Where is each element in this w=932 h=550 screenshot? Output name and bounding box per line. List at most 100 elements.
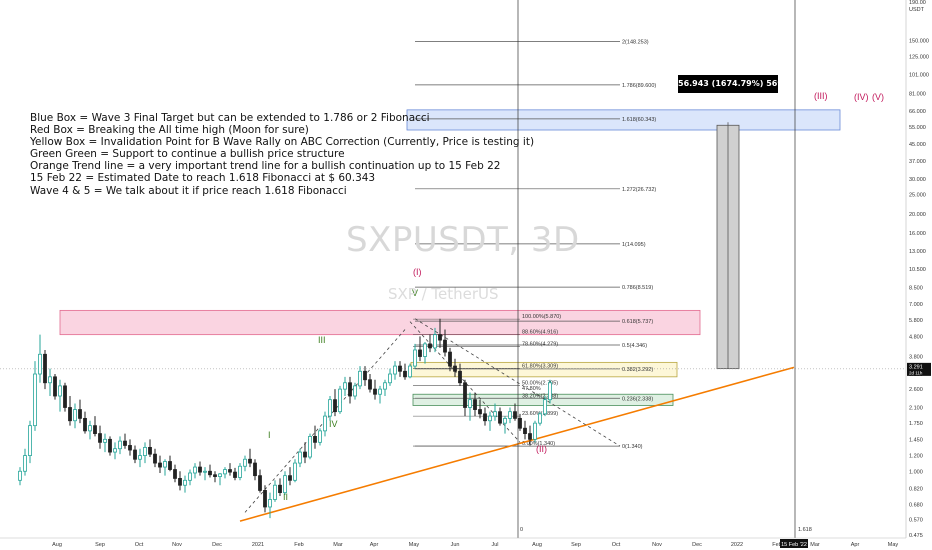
candle-body [388, 373, 392, 384]
measure-tooltip: 56.943 (1674.79%) 56943 [678, 75, 794, 93]
time-axis[interactable]: Aug Sep Oct Nov Dec 2021 Feb Mar Apr May Jun Jul Aug… [0, 537, 906, 548]
price-axis[interactable]: 0.475 0.570 0.680 0.820 1.000 1.200 1.450 1.750… [905, 0, 931, 539]
price-tick-label: 10.500 [909, 267, 926, 273]
fib-retracement-label: 47.80% [522, 386, 541, 392]
time-tick-label: Jun [451, 542, 460, 548]
fib-retracement-label: 88.60%(4.916) [522, 329, 558, 335]
candle-body [368, 379, 372, 390]
candle-body [188, 472, 192, 481]
fib-extension-label: 1.618(60.343) [622, 117, 656, 123]
time-tick-label: 2021 [252, 542, 264, 548]
time-tick-label: Oct [135, 542, 144, 548]
note-line: Green Green = Support to continue a bull… [30, 148, 345, 161]
candle-body [378, 388, 382, 395]
candle-body [548, 382, 552, 401]
candle-body [528, 433, 532, 440]
candle-body [153, 453, 157, 464]
support-green-box [412, 393, 674, 406]
zero-label: 0 [520, 527, 523, 533]
candle-body [498, 411, 502, 424]
price-tick-label: 7.000 [909, 302, 923, 308]
candle-body [173, 469, 177, 479]
fib-retracement-label: 50.00%(2.705) [522, 381, 558, 387]
candle-body [413, 349, 417, 367]
candle-body [248, 458, 252, 464]
wave-label: II [283, 492, 288, 502]
candle-body [428, 343, 432, 349]
fib-extension-label: 0.618(5.737) [622, 319, 653, 325]
candle-body [68, 407, 72, 422]
price-tick-label: 3.800 [909, 355, 923, 361]
time-tick-label: Aug [52, 542, 62, 548]
ath-red-box [59, 309, 701, 336]
time-tick-label: Sep [571, 542, 581, 548]
note-line: 15 Feb 22 = Estimated Date to reach 1.61… [30, 172, 376, 185]
chart-watermark: SXPUSDT, 3D [346, 220, 580, 260]
note-line: Orange Trend line = a very important tre… [30, 160, 501, 173]
candle-body [488, 415, 492, 422]
price-tick-label: 1.000 [909, 469, 923, 475]
chart-watermark-subtitle: SXP / TetherUS [388, 285, 499, 303]
time-tick-label: May [409, 542, 420, 548]
candle-body [98, 433, 102, 443]
candle-body [193, 466, 197, 474]
current-price-tag [907, 362, 931, 376]
candle-body [298, 451, 302, 464]
candle-body [458, 370, 462, 384]
candle-body [313, 436, 317, 443]
candle-body [263, 490, 267, 508]
time-tick-label: Mar [810, 542, 820, 548]
candle-body [478, 409, 482, 415]
price-tick-label: 30.000 [909, 177, 926, 183]
note-line: Blue Box = Wave 3 Final Target but can b… [30, 112, 430, 124]
fib-extension-label: 0(1.340) [622, 444, 643, 450]
candle-body [393, 365, 397, 375]
candle-body [453, 365, 457, 372]
note-line: Yellow Box = Invalidation Point for B Wa… [30, 136, 535, 149]
candle-body [483, 413, 487, 422]
fib-extension-label: 0.236(2.338) [622, 396, 653, 402]
time-tick-label: Sep [95, 542, 105, 548]
candle-body [308, 436, 312, 458]
wave-label: (IV) [854, 92, 869, 102]
price-tick-label: 1.200 [909, 454, 923, 460]
candle-body [363, 370, 367, 381]
candle-body [128, 445, 132, 451]
candle-body [203, 470, 207, 473]
fib-extension-label: 0.5(4.346) [622, 343, 647, 349]
time-marker-tag [780, 539, 808, 548]
time-tick-label: 2022 [731, 542, 743, 548]
candle-body [143, 446, 147, 456]
time-tick-label: Feb [772, 542, 781, 548]
time-tick-label: May [888, 542, 899, 548]
candle-body [183, 479, 187, 486]
candle-body [473, 399, 477, 410]
fib-extension-label: 1.272(26.732) [622, 187, 656, 193]
price-tick-label: 20.000 [909, 212, 926, 218]
time-tick-label: Apr [370, 542, 379, 548]
candle-body [103, 438, 107, 443]
price-tick-label: 5.800 [909, 318, 923, 324]
candle-body [268, 499, 272, 508]
price-tick-label: 55.000 [909, 125, 926, 131]
candle-body [208, 470, 212, 476]
candle-body [233, 471, 237, 478]
price-tick-label: 0.680 [909, 502, 923, 508]
candle-body [318, 430, 322, 443]
candle-body [78, 409, 82, 419]
candle-body [508, 411, 512, 419]
candle-body [133, 449, 137, 460]
time-tick-label: Aug [532, 542, 542, 548]
price-tick-label: 125.000 [909, 54, 929, 60]
candle-body [463, 382, 467, 408]
candle-body [373, 388, 377, 395]
candle-body [353, 385, 357, 397]
candle-body [328, 399, 332, 417]
price-tick-label: 0.820 [909, 486, 923, 492]
candle-body [288, 475, 292, 481]
price-tick-label: 25.000 [909, 193, 926, 199]
candle-body [73, 409, 77, 422]
price-tick-label: 16.000 [909, 231, 926, 237]
candle-body [113, 448, 117, 453]
